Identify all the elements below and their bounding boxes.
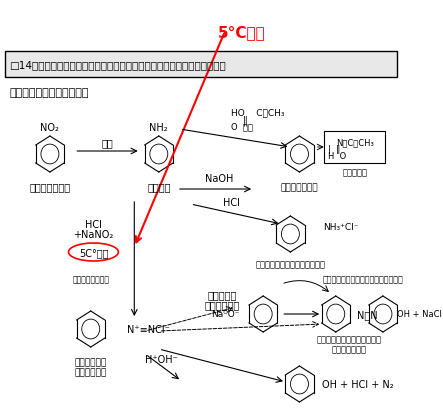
Text: NH₂: NH₂	[149, 123, 168, 133]
Text: NaOH: NaOH	[206, 173, 234, 184]
Text: フェノキシド: フェノキシド	[205, 299, 240, 309]
Text: 亜硝酸＋トリウム: 亜硝酸＋トリウム	[73, 275, 109, 284]
Text: |  ‖: | ‖	[329, 145, 341, 154]
Text: HO    C－CH₃: HO C－CH₃	[231, 108, 285, 117]
Text: +NaNO₂: +NaNO₂	[74, 229, 113, 239]
Text: ‖: ‖	[243, 116, 248, 126]
Text: N－C－CH₃: N－C－CH₃	[336, 138, 374, 147]
Text: ｐ－ヒドロキシアゾベンゼン: ｐ－ヒドロキシアゾベンゼン	[317, 334, 382, 343]
Text: 5C°以下: 5C°以下	[79, 247, 108, 257]
Text: アニリン: アニリン	[147, 182, 171, 191]
Text: HCl: HCl	[85, 220, 102, 229]
Text: ニトロベンゼン: ニトロベンゼン	[29, 182, 70, 191]
Text: OH + NaCl: OH + NaCl	[397, 310, 443, 319]
Text: NO₂: NO₂	[40, 123, 59, 133]
Text: □14　アニリンは塩基性．さらし粉水溶液で呈色するのはアニリンだけ．: □14 アニリンは塩基性．さらし粉水溶液で呈色するのはアニリンだけ．	[9, 60, 226, 70]
Text: H  O: H O	[329, 152, 347, 161]
Text: HCl: HCl	[223, 198, 240, 207]
Text: アニリン塩酸塩（水に溶ける）: アニリン塩酸塩（水に溶ける）	[255, 259, 326, 268]
Text: この反応をジアゾカップリングという: この反応をジアゾカップリングという	[322, 274, 403, 283]
Text: H⁺OH⁻: H⁺OH⁻	[145, 354, 178, 364]
Text: NH₃⁺Cl⁻: NH₃⁺Cl⁻	[323, 223, 358, 232]
Text: 還元: 還元	[101, 138, 113, 148]
Text: NaᴼO⁻: NaᴼO⁻	[211, 310, 240, 319]
Text: 塩化ベンゼン: 塩化ベンゼン	[74, 357, 107, 366]
Text: N＝N: N＝N	[357, 309, 377, 319]
Text: ジアゾニウム: ジアゾニウム	[74, 367, 107, 376]
Text: N⁺≡NCl⁻: N⁺≡NCl⁻	[127, 324, 170, 334]
FancyBboxPatch shape	[4, 52, 396, 78]
Text: ナトリウム: ナトリウム	[208, 289, 237, 299]
Text: アニリンの製造とジアゾ化: アニリンの製造とジアゾ化	[9, 88, 89, 98]
Text: O  酢酸: O 酢酸	[231, 122, 253, 131]
Text: アセトアニリド: アセトアニリド	[281, 182, 318, 191]
Text: アミド結合: アミド結合	[342, 168, 367, 177]
FancyBboxPatch shape	[324, 132, 385, 164]
Text: 5°C以下: 5°C以下	[218, 25, 265, 40]
Text: OH + HCl + N₂: OH + HCl + N₂	[322, 379, 394, 389]
Text: （染料になる）: （染料になる）	[332, 344, 367, 353]
